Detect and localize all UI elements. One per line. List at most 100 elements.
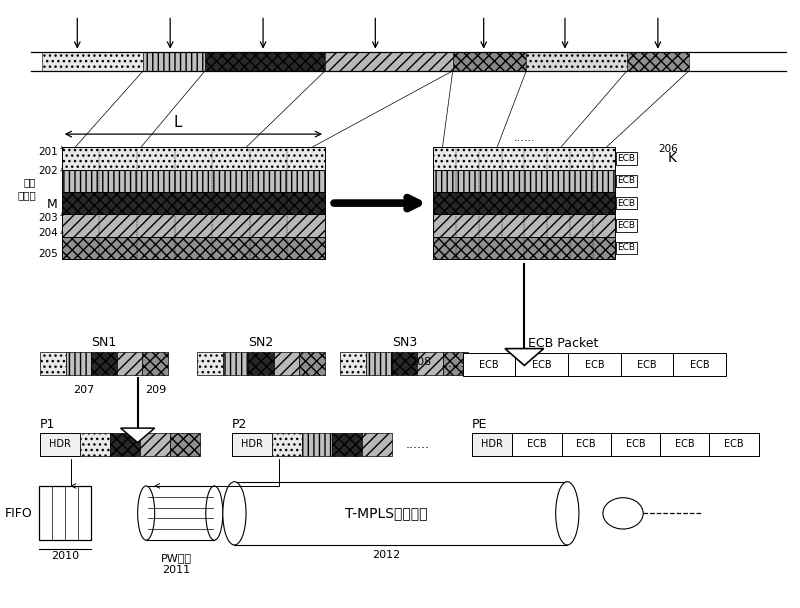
Text: 206: 206	[658, 144, 678, 154]
Text: P2: P2	[232, 418, 247, 430]
Bar	[62, 237, 325, 259]
Text: ECB: ECB	[618, 243, 636, 252]
Text: ECB: ECB	[675, 440, 694, 449]
Text: SN2: SN2	[249, 336, 274, 349]
Text: M: M	[47, 198, 58, 211]
Bar	[205, 52, 325, 71]
Text: ECB: ECB	[532, 360, 551, 370]
Bar	[248, 352, 274, 375]
Bar	[562, 433, 611, 456]
Text: 202: 202	[38, 167, 58, 176]
Bar	[234, 482, 567, 545]
Text: 2010: 2010	[51, 551, 79, 561]
Bar	[434, 147, 615, 170]
Text: ECB: ECB	[618, 221, 636, 230]
Bar	[332, 433, 362, 456]
Bar	[198, 352, 223, 375]
Text: 分组数: 分组数	[18, 190, 36, 200]
Bar	[66, 352, 91, 375]
Text: 208: 208	[410, 357, 432, 367]
Text: K: K	[668, 151, 677, 165]
Bar	[110, 433, 140, 456]
Text: ECB: ECB	[690, 360, 710, 370]
Bar	[272, 433, 302, 456]
Bar	[91, 352, 117, 375]
Bar	[42, 52, 143, 71]
Bar	[442, 352, 468, 375]
Text: 201: 201	[38, 147, 58, 157]
Circle shape	[603, 498, 643, 529]
Bar	[40, 433, 80, 456]
Ellipse shape	[206, 486, 223, 540]
Text: ECB: ECB	[618, 176, 636, 185]
Bar	[674, 353, 726, 376]
Bar	[232, 433, 272, 456]
Text: FIFO: FIFO	[5, 506, 32, 520]
Text: P1: P1	[40, 418, 55, 430]
Text: ......: ......	[406, 438, 430, 451]
Text: ECB Packet: ECB Packet	[528, 337, 598, 350]
Bar	[417, 352, 442, 375]
Text: L: L	[174, 115, 182, 130]
Bar	[515, 353, 568, 376]
Bar	[170, 433, 200, 456]
Bar	[140, 433, 170, 456]
Bar	[512, 433, 562, 456]
Bar	[391, 352, 417, 375]
Bar	[366, 352, 391, 375]
Text: HDR: HDR	[482, 440, 503, 449]
Bar	[453, 52, 526, 71]
Bar	[143, 52, 205, 71]
Text: 209: 209	[146, 385, 166, 395]
Bar	[627, 52, 689, 71]
Ellipse shape	[138, 486, 154, 540]
Bar	[38, 486, 91, 540]
Bar	[341, 352, 366, 375]
Bar	[302, 433, 332, 456]
Bar	[568, 353, 621, 376]
Bar	[299, 352, 325, 375]
Text: HDR: HDR	[242, 440, 263, 449]
Text: ......: ......	[514, 133, 535, 143]
Text: ECB: ECB	[576, 440, 596, 449]
Text: ECB: ECB	[479, 360, 499, 370]
Polygon shape	[121, 428, 154, 443]
Bar	[434, 170, 615, 192]
Text: ECB: ECB	[638, 360, 657, 370]
Bar	[40, 352, 66, 375]
Bar	[146, 486, 214, 540]
Bar	[472, 433, 512, 456]
Text: ECB: ECB	[527, 440, 546, 449]
Bar	[274, 352, 299, 375]
Text: PW连接: PW连接	[161, 553, 191, 564]
Text: PE: PE	[472, 418, 487, 430]
Bar	[362, 433, 392, 456]
Bar	[621, 353, 674, 376]
Text: ECB: ECB	[626, 440, 646, 449]
Bar	[434, 237, 615, 259]
Text: SN1: SN1	[91, 336, 117, 349]
Text: 缓存: 缓存	[24, 177, 36, 187]
Bar	[80, 433, 110, 456]
Bar	[62, 214, 325, 237]
Bar	[434, 214, 615, 237]
Text: 203: 203	[38, 213, 58, 223]
Text: ECB: ECB	[724, 440, 744, 449]
Text: ECB: ECB	[618, 199, 636, 207]
Bar	[62, 147, 325, 170]
Bar	[660, 433, 710, 456]
Text: ......: ......	[441, 357, 465, 370]
Text: 2011: 2011	[162, 565, 190, 575]
Bar	[325, 52, 453, 71]
Bar	[462, 353, 515, 376]
Ellipse shape	[556, 482, 579, 545]
Text: 204: 204	[38, 228, 58, 238]
Bar	[526, 52, 627, 71]
Bar	[62, 170, 325, 192]
Text: 207: 207	[74, 385, 94, 395]
Polygon shape	[505, 348, 544, 365]
Text: ECB: ECB	[585, 360, 604, 370]
Text: 2012: 2012	[373, 550, 401, 560]
Bar	[62, 192, 325, 214]
Text: 205: 205	[38, 249, 58, 259]
